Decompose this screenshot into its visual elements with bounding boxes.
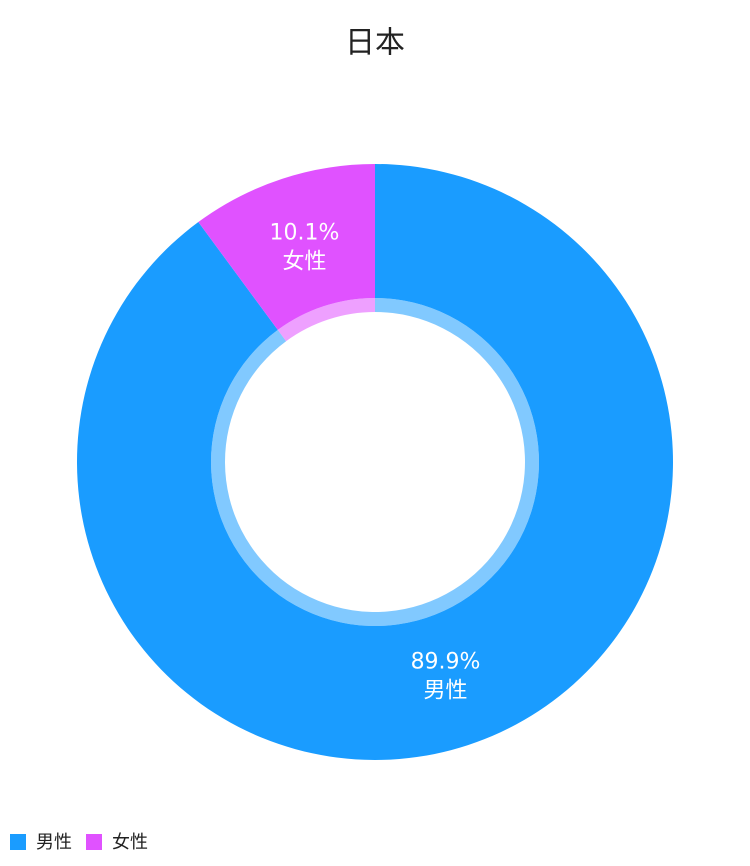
segment-label: 女性	[282, 249, 326, 274]
inner-ring-segment	[210, 298, 539, 626]
chart-title: 日本	[345, 26, 405, 61]
legend-label: 男性	[36, 832, 72, 853]
value-label: 89.9%	[411, 650, 481, 675]
legend-label: 女性	[112, 832, 148, 853]
legend-swatch	[10, 834, 26, 850]
segment-label: 男性	[424, 679, 468, 704]
value-label: 10.1%	[270, 220, 340, 245]
legend-swatch	[86, 834, 102, 850]
donut-segment	[76, 164, 673, 760]
donut-segment	[198, 164, 375, 330]
inner-ring-segment	[277, 298, 375, 342]
